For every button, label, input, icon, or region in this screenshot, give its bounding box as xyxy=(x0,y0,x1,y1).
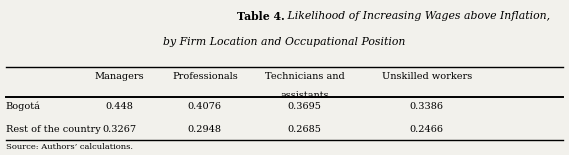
Text: Technicians and: Technicians and xyxy=(265,72,344,81)
Text: Bogotá: Bogotá xyxy=(6,102,40,111)
Text: assistants: assistants xyxy=(280,91,329,100)
Text: by Firm Location and Occupational Position: by Firm Location and Occupational Positi… xyxy=(163,37,406,47)
Text: Rest of the country: Rest of the country xyxy=(6,125,101,134)
Text: 0.4076: 0.4076 xyxy=(188,102,222,111)
Text: Source: Authors’ calculations.: Source: Authors’ calculations. xyxy=(6,143,133,151)
Text: 0.2948: 0.2948 xyxy=(188,125,222,134)
Text: 0.2466: 0.2466 xyxy=(410,125,444,134)
Text: Likelihood of Increasing Wages above Inflation,: Likelihood of Increasing Wages above Inf… xyxy=(284,11,551,21)
Text: 0.3386: 0.3386 xyxy=(410,102,444,111)
Text: 0.3695: 0.3695 xyxy=(287,102,321,111)
Text: 0.2685: 0.2685 xyxy=(287,125,321,134)
Text: Managers: Managers xyxy=(94,72,145,81)
Text: 0.3267: 0.3267 xyxy=(102,125,137,134)
Text: Unskilled workers: Unskilled workers xyxy=(382,72,472,81)
Text: Table 4.: Table 4. xyxy=(237,11,284,22)
Text: 0.448: 0.448 xyxy=(106,102,133,111)
Text: Professionals: Professionals xyxy=(172,72,238,81)
